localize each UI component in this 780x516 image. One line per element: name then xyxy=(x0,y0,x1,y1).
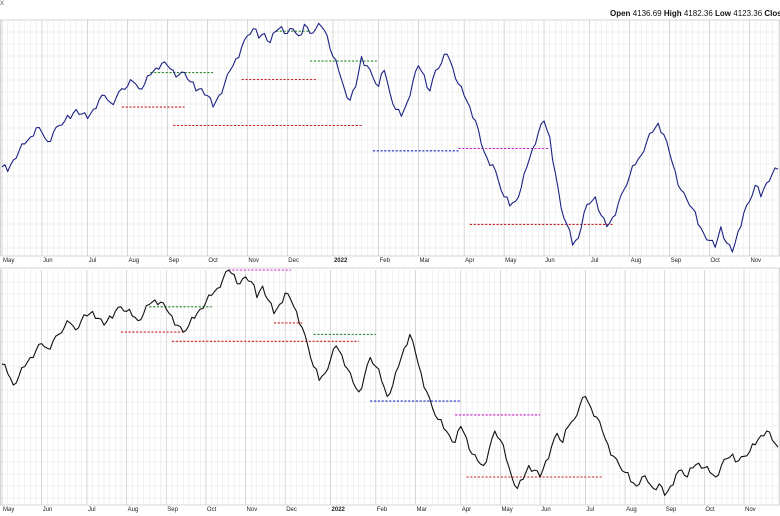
x-tick-label: Oct xyxy=(711,258,721,264)
symbol-fragment: X xyxy=(0,1,5,7)
x-tick-label: 2022 xyxy=(334,258,348,264)
x-tick-label: Sep xyxy=(168,258,179,264)
price-header: Open 4136.69 High 4182.36 Low 4123.36 Cl… xyxy=(610,9,780,18)
x-tick-label: Aug xyxy=(626,507,637,513)
low-label: Low xyxy=(715,9,732,18)
x-tick-label: Feb xyxy=(380,258,391,264)
x-tick-label: 2022 xyxy=(332,507,346,513)
x-tick-label: Oct xyxy=(207,507,217,513)
high-label: High xyxy=(663,9,682,18)
x-tick-label: Jun xyxy=(43,507,53,513)
x-tick-label: Mar xyxy=(420,258,430,264)
lower-series-line xyxy=(1,269,779,496)
x-tick-label: Oct xyxy=(208,258,218,264)
x-tick-label: Aug xyxy=(631,258,642,264)
x-tick-label: Nov xyxy=(750,258,761,264)
x-tick-label: Nov xyxy=(745,507,756,513)
x-tick-label: May xyxy=(3,258,14,264)
x-tick-label: Nov xyxy=(248,258,259,264)
x-tick-label: Apr xyxy=(465,258,474,264)
x-tick-label: Oct xyxy=(705,507,715,513)
x-tick-label: Sep xyxy=(671,258,682,264)
x-tick-label: Jul xyxy=(586,507,594,513)
x-tick-label: Jun xyxy=(43,258,53,264)
close-label: Close xyxy=(764,9,780,18)
x-tick-label: Mar xyxy=(416,507,426,513)
x-tick-label: May xyxy=(505,258,516,264)
x-tick-label: Dec xyxy=(286,507,297,513)
high-value: 4182.36 xyxy=(683,9,713,18)
x-tick-label: May xyxy=(3,507,14,513)
x-tick-label: Sep xyxy=(666,507,677,513)
low-value: 4123.36 xyxy=(733,9,763,18)
x-tick-label: Sep xyxy=(167,507,178,513)
panel-frame xyxy=(0,267,780,506)
x-tick-label: Nov xyxy=(247,507,258,513)
open-value: 4136.69 xyxy=(632,9,662,18)
x-tick-label: Jul xyxy=(88,507,96,513)
open-label: Open xyxy=(610,9,631,18)
x-tick-label: Jun xyxy=(541,507,551,513)
x-tick-label: Jul xyxy=(591,258,599,264)
x-tick-label: Apr xyxy=(462,507,471,513)
x-tick-label: Jun xyxy=(545,258,555,264)
x-tick-label: Dec xyxy=(288,258,299,264)
x-tick-label: May xyxy=(501,507,512,513)
price-series-line xyxy=(1,22,779,253)
x-tick-label: Aug xyxy=(129,258,140,264)
x-tick-label: Aug xyxy=(128,507,139,513)
x-tick-label: Jul xyxy=(89,258,97,264)
x-tick-label: Feb xyxy=(377,507,388,513)
